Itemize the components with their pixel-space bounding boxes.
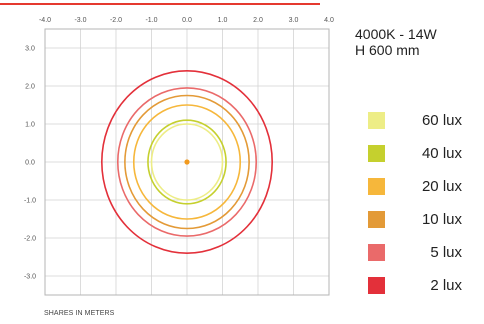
legend-item: 40 lux bbox=[366, 136, 484, 169]
lamp-spec: 4000K - 14W bbox=[355, 26, 437, 42]
legend-item: 2 lux bbox=[366, 268, 484, 301]
legend-item: 20 lux bbox=[366, 169, 484, 202]
x-tick-labels: -4.0 -3.0 -2.0 -1.0 0.0 1.0 2.0 3.0 4.0 bbox=[39, 17, 334, 24]
x-tick-label: -4.0 bbox=[39, 17, 51, 24]
isolux-contour-2-lux bbox=[101, 70, 273, 254]
x-tick-label: -1.0 bbox=[145, 17, 157, 24]
legend: 60 lux 40 lux 20 lux 10 lux 5 lux 2 lux bbox=[366, 103, 484, 301]
y-tick-label: 0.0 bbox=[25, 160, 35, 167]
legend-label: 10 lux bbox=[421, 211, 462, 228]
y-tick-label: -1.0 bbox=[24, 198, 36, 205]
plot-frame bbox=[44, 28, 330, 296]
legend-item: 10 lux bbox=[366, 202, 484, 235]
x-tick-label: 3.0 bbox=[289, 17, 299, 24]
axis-unit-label: SHARES IN METERS bbox=[44, 310, 115, 317]
legend-item: 60 lux bbox=[366, 103, 484, 136]
luminaire-center-marker bbox=[184, 159, 190, 165]
legend-label: 5 lux bbox=[430, 244, 462, 261]
x-tick-label: 2.0 bbox=[253, 17, 263, 24]
mounting-height: H 600 mm bbox=[355, 42, 420, 58]
legend-swatch bbox=[368, 211, 385, 228]
legend-label: 2 lux bbox=[430, 277, 462, 294]
isolux-contour-20-lux bbox=[132, 104, 242, 220]
legend-swatch bbox=[368, 145, 385, 162]
legend-item: 5 lux bbox=[366, 235, 484, 268]
legend-swatch bbox=[368, 277, 385, 294]
y-tick-label: 1.0 bbox=[25, 122, 35, 129]
lamp-info: 4000K - 14W H 600 mm bbox=[355, 26, 437, 58]
legend-swatch bbox=[368, 178, 385, 195]
isolux-contours bbox=[101, 70, 273, 254]
isolux-contour-5-lux bbox=[116, 87, 258, 237]
y-tick-label: 3.0 bbox=[25, 46, 35, 53]
isolux-contour-10-lux bbox=[124, 94, 250, 230]
legend-swatch bbox=[368, 244, 385, 261]
x-tick-label: -3.0 bbox=[74, 17, 86, 24]
isolux-contour-40-lux bbox=[147, 119, 227, 205]
legend-label: 60 lux bbox=[421, 112, 462, 129]
y-tick-labels: 3.0 2.0 1.0 0.0 -1.0 -2.0 -3.0 bbox=[24, 46, 36, 281]
x-tick-label: -2.0 bbox=[110, 17, 122, 24]
y-tick-label: -3.0 bbox=[24, 274, 36, 281]
legend-label: 20 lux bbox=[421, 178, 462, 195]
x-tick-label: 1.0 bbox=[218, 17, 228, 24]
y-tick-label: -2.0 bbox=[24, 236, 36, 243]
legend-swatch bbox=[368, 112, 385, 129]
x-tick-label: 0.0 bbox=[182, 17, 192, 24]
isolux-contour-60-lux bbox=[150, 123, 224, 201]
x-tick-label: 4.0 bbox=[324, 17, 334, 24]
legend-label: 40 lux bbox=[421, 145, 462, 162]
top-accent-rule bbox=[0, 3, 320, 5]
y-tick-label: 2.0 bbox=[25, 84, 35, 91]
